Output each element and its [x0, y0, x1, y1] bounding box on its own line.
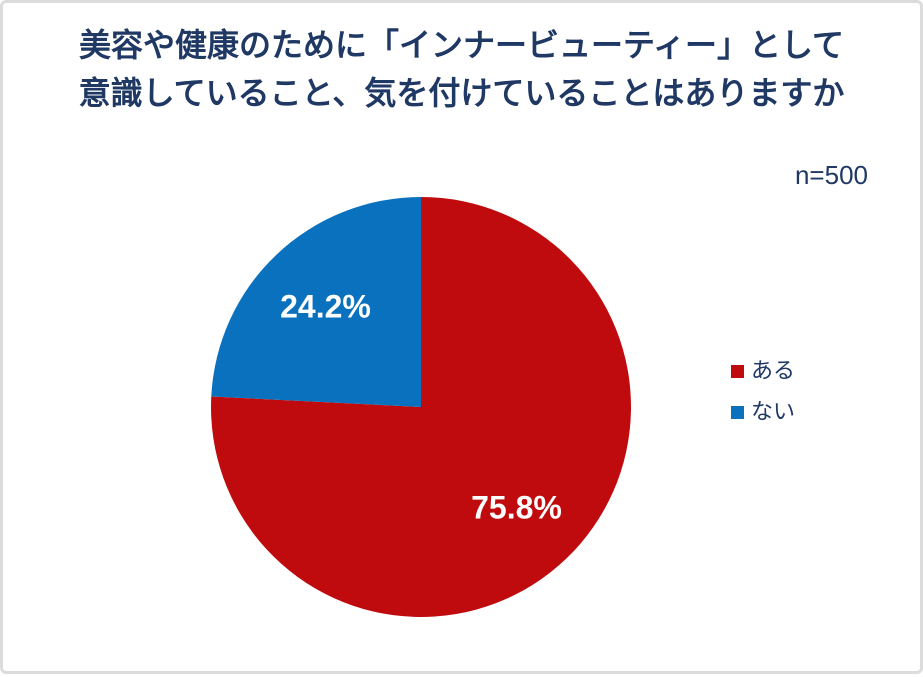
pie-chart: 75.8% 24.2% — [211, 197, 632, 617]
pie-data-label-2: 24.2% — [280, 289, 371, 325]
pie-data-label-1: 75.8% — [471, 489, 562, 525]
legend-label-2: ない — [751, 399, 796, 424]
chart-title: 美容や健康のために「インナービューティー」として 意識していること、気を付けてい… — [3, 21, 920, 117]
legend-item-1: ある — [731, 358, 795, 384]
chart-title-line1: 美容や健康のために「インナービューティー」として — [78, 27, 845, 63]
chart-title-line2: 意識していること、気を付けていることはありますか — [78, 75, 845, 111]
legend-swatch-icon — [731, 405, 744, 419]
legend-item-2: ない — [731, 399, 795, 425]
sample-size-label: n=500 — [794, 160, 868, 190]
pie-slice-2 — [211, 197, 421, 407]
legend-label-1: ある — [751, 358, 796, 383]
legend: ある ない — [731, 358, 795, 440]
legend-swatch-icon — [731, 364, 744, 378]
pie-slice-1 — [211, 197, 632, 617]
